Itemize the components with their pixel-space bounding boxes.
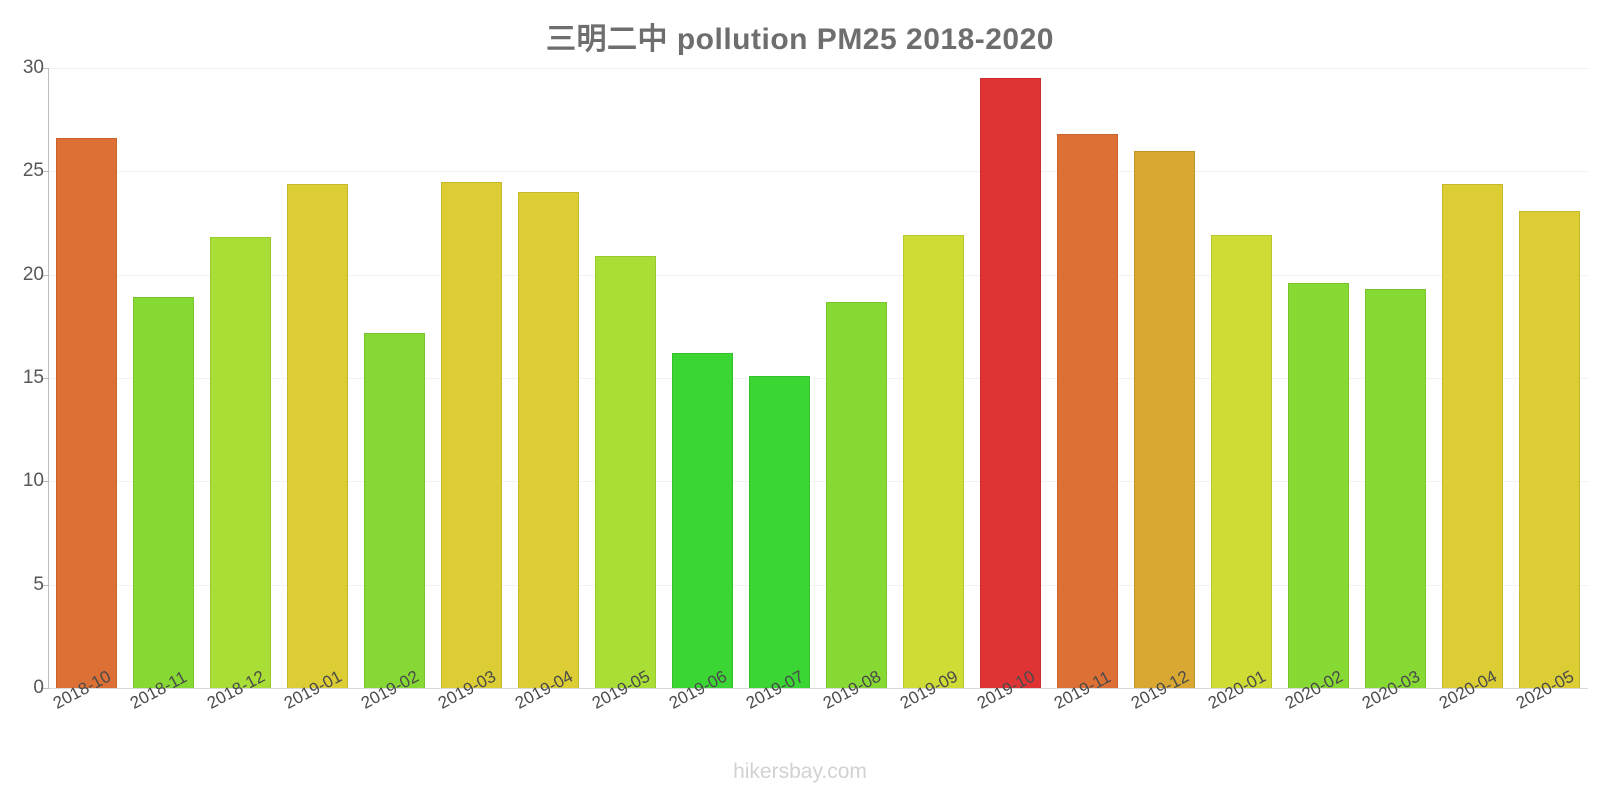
y-tick-mark [41, 584, 49, 586]
plot-area [48, 68, 1588, 688]
bar[interactable] [363, 332, 426, 688]
bar[interactable] [1210, 235, 1273, 688]
gridline [48, 378, 1588, 379]
y-tick-mark [41, 378, 49, 379]
bar[interactable] [902, 235, 965, 688]
bar[interactable] [1518, 210, 1581, 688]
y-tick-label: 15 [22, 367, 44, 388]
bar[interactable] [671, 353, 734, 688]
y-tick-label: 0 [33, 677, 44, 698]
bar[interactable] [825, 301, 888, 688]
bar[interactable] [132, 297, 195, 688]
bar[interactable] [1441, 183, 1504, 688]
bar[interactable] [209, 237, 272, 688]
y-tick-mark [41, 68, 49, 69]
chart-title: 三明二中 pollution PM25 2018-2020 [546, 23, 1054, 56]
y-tick-mark [41, 688, 49, 689]
y-tick-mark [41, 481, 49, 483]
y-tick-mark [41, 274, 49, 276]
bar[interactable] [1133, 150, 1196, 688]
y-tick-label: 5 [33, 573, 44, 595]
footer-credit: hikersbay.com [733, 760, 867, 783]
bar[interactable] [440, 181, 503, 688]
bar[interactable] [1287, 282, 1350, 688]
bar[interactable] [286, 183, 349, 688]
y-tick-mark [41, 171, 49, 173]
bar[interactable] [979, 78, 1042, 688]
gridline [48, 481, 1588, 483]
bar[interactable] [55, 138, 118, 688]
y-tick-label: 10 [22, 470, 44, 492]
bar[interactable] [594, 256, 657, 688]
bar[interactable] [1056, 134, 1119, 688]
y-tick-label: 20 [22, 263, 44, 285]
gridline [48, 584, 1588, 586]
y-tick-label: 30 [22, 57, 44, 78]
bar[interactable] [517, 192, 580, 688]
gridline [48, 68, 1588, 69]
bar[interactable] [1364, 289, 1427, 688]
gridline [48, 171, 1588, 173]
bar[interactable] [748, 375, 811, 688]
x-axis-line [48, 688, 1588, 689]
y-tick-label: 25 [22, 160, 44, 182]
gridline [48, 274, 1588, 276]
